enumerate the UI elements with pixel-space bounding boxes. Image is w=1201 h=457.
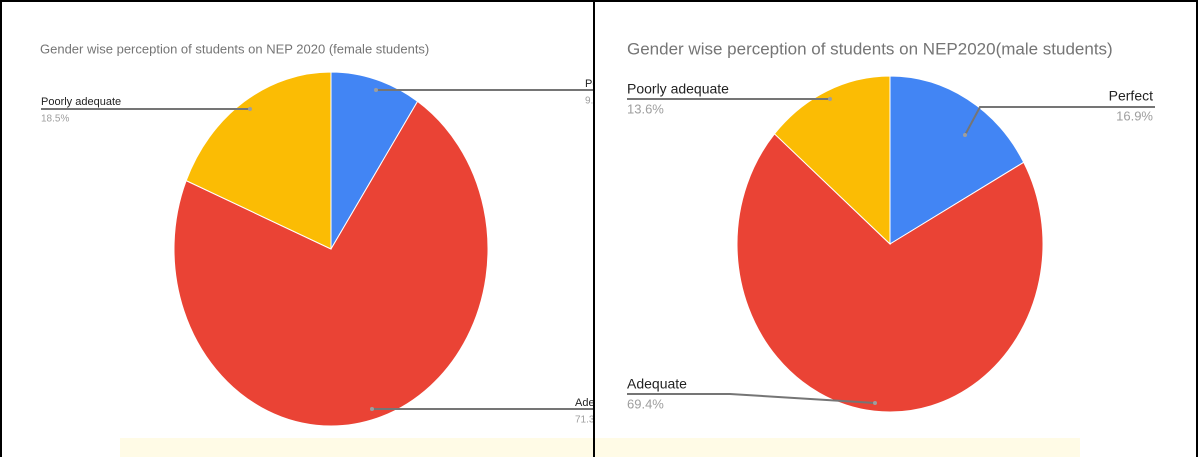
chart-title: Gender wise perception of students on NE… <box>40 41 429 56</box>
leader-dot <box>963 133 967 137</box>
slice-label: Poorly adequate <box>41 96 121 108</box>
slice-value: 71.3% <box>575 415 603 426</box>
chart-title: Gender wise perception of students on NE… <box>627 39 1113 58</box>
pie-slice <box>173 100 489 427</box>
slice-value: 18.5% <box>41 114 69 125</box>
slice-label: Poorly adequate <box>627 81 729 97</box>
slice-value: 13.6% <box>627 101 664 116</box>
pie-slice <box>773 75 891 246</box>
pie-slice <box>330 71 419 251</box>
pie-slice <box>185 71 332 250</box>
leader-line <box>627 393 876 404</box>
leader-dot <box>370 407 374 411</box>
slice-label: Perfect <box>1109 88 1153 104</box>
leader-line <box>964 106 1155 136</box>
leader-dot <box>828 97 832 101</box>
leader-dot <box>374 88 378 92</box>
leader-dot <box>248 107 252 111</box>
slice-label: Adequate <box>627 376 687 392</box>
leader-dot <box>873 401 877 405</box>
pie-slice <box>736 133 1044 413</box>
pie-slice <box>889 75 1025 245</box>
left-panel: Gender wise perception of students on NE… <box>40 41 622 427</box>
watermark-band <box>120 438 1080 457</box>
slice-value: 69.4% <box>627 396 664 411</box>
slice-value: 16.9% <box>1116 108 1153 123</box>
right-panel: Gender wise perception of students on NE… <box>627 39 1155 413</box>
